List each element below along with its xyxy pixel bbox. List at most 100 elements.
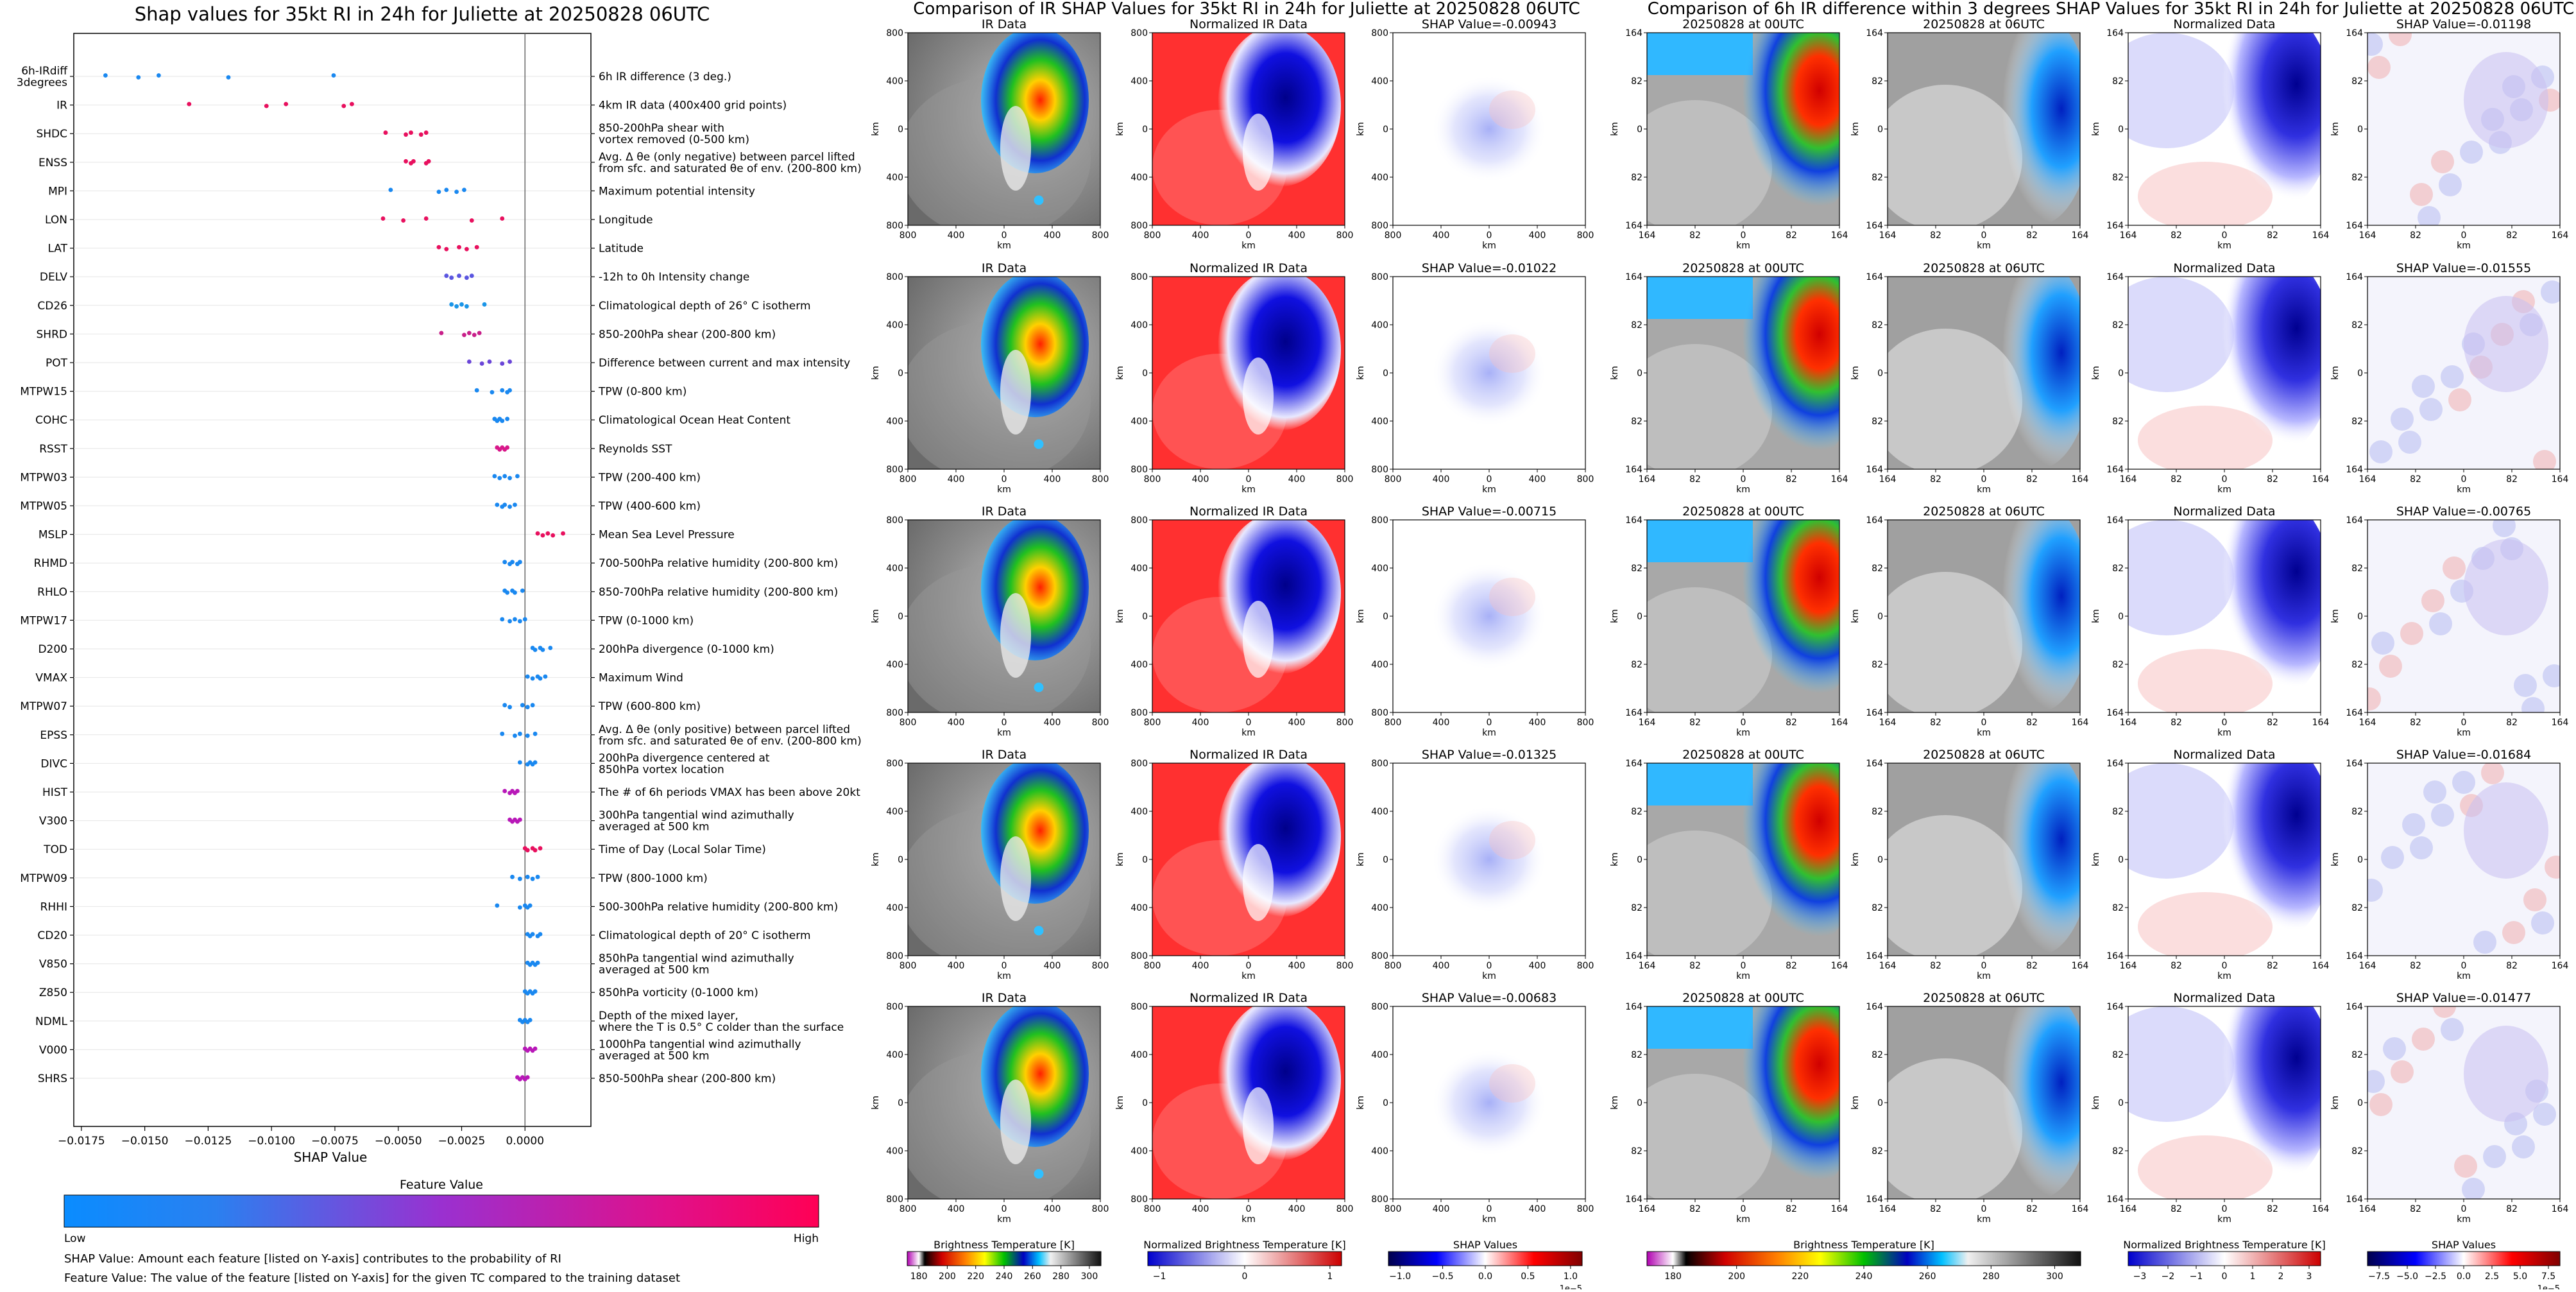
panel-ylabel: km — [1115, 122, 1125, 136]
shap-point — [423, 216, 429, 221]
panel-y-tick-label: 400 — [886, 1146, 903, 1157]
dnorm-image — [2128, 763, 2321, 956]
panel-y-tick-label: 82 — [1631, 807, 1642, 817]
feature-description: TPW (600-800 km) — [598, 700, 701, 713]
panel-y-tick-label: 0 — [898, 368, 903, 379]
feature-name-label: RSST — [39, 443, 67, 456]
panel-y-tick-label: 82 — [2351, 807, 2363, 817]
panel-x-tick-label: 0 — [1981, 961, 1987, 971]
panel-y-tick-label: 82 — [2112, 76, 2124, 87]
colorbar-gradient — [2128, 1251, 2321, 1266]
panel-xlabel: km — [2217, 971, 2231, 981]
panel-y-tick-label: 800 — [886, 272, 903, 282]
feature-description: Latitude — [599, 243, 644, 255]
panel-x-tick-label: 800 — [1336, 230, 1354, 241]
d6-image — [1888, 277, 2080, 469]
shap-point — [500, 617, 505, 622]
panel-x-tick-label: 0 — [1002, 230, 1007, 241]
colorbar-tick-label: 300 — [2046, 1271, 2063, 1282]
panel-x-tick-label: 400 — [1044, 230, 1061, 241]
d0-image — [1647, 277, 1839, 469]
colorbar-gradient — [2367, 1251, 2561, 1266]
feature-description: 850-200hPa shear (200-800 km) — [599, 328, 776, 341]
feature-value-label: Feature Value — [400, 1178, 483, 1192]
colorbar-tick-label: 220 — [1791, 1271, 1809, 1282]
panel-title: SHAP Value=-0.01555 — [2396, 261, 2531, 275]
panel-y-tick-label: 800 — [1371, 515, 1388, 526]
panel-y-tick-label: 164 — [1866, 1194, 1883, 1205]
ir-shap-section: Comparison of IR SHAP Values for 35kt RI… — [871, 0, 1594, 1292]
panel-y-tick-label: 82 — [1631, 1146, 1642, 1157]
shap-point — [508, 476, 512, 481]
panel-x-tick-label: 82 — [2171, 961, 2182, 971]
shap-point — [545, 531, 550, 536]
summary-title: Shap values for 35kt RI in 24h for Julie… — [135, 3, 710, 25]
panel-title: 20250828 at 06UTC — [1923, 504, 2045, 519]
panel-x-tick-label: 164 — [2312, 230, 2330, 241]
panel-x-tick-label: 164 — [1639, 1204, 1656, 1214]
colorbar-tick-label: 0.5 — [1521, 1271, 1535, 1282]
feature-name-label: RHMD — [34, 557, 67, 570]
panel-y-tick-label: 164 — [1625, 759, 1642, 769]
panel-ylabel: km — [2330, 609, 2341, 623]
panel-y-tick-label: 400 — [1371, 660, 1388, 670]
panel-x-tick-label: 400 — [948, 1204, 965, 1214]
shap-point — [533, 648, 538, 652]
panel-x-tick-label: 400 — [1529, 718, 1546, 728]
panel-xlabel: km — [2217, 728, 2231, 738]
shap-point — [517, 760, 522, 765]
panel-xlabel: km — [1241, 728, 1256, 738]
shap-point — [505, 590, 510, 595]
panel-title: Normalized Data — [2173, 748, 2275, 762]
shap-image — [1393, 520, 1585, 712]
panel-x-tick-label: 0 — [1741, 474, 1746, 485]
panel-title: SHAP Value=-0.01198 — [2396, 17, 2531, 31]
feature-name-label: MTPW05 — [20, 500, 67, 513]
shap-point — [525, 674, 530, 679]
panel-y-tick-label: 82 — [2112, 903, 2124, 913]
feature-description: 6h IR difference (3 deg.) — [599, 71, 731, 83]
panel-y-tick-label: 164 — [1866, 221, 1883, 231]
panel-y-tick-label: 164 — [1866, 272, 1883, 282]
feature-description: TPW (0-1000 km) — [598, 614, 694, 627]
panel-x-tick-label: 400 — [1288, 1204, 1306, 1214]
panel-ylabel: km — [1850, 1096, 1861, 1110]
panel-xlabel: km — [1482, 485, 1496, 495]
panel-x-tick-label: 800 — [1577, 961, 1594, 971]
shap-point — [284, 101, 289, 107]
panel-y-tick-label: 82 — [2351, 1050, 2363, 1060]
panel-x-tick-label: 0 — [2222, 474, 2228, 485]
colorbar-label: SHAP Values — [2432, 1239, 2496, 1251]
panel-xlabel: km — [997, 971, 1011, 981]
panel-x-tick-label: 0 — [1487, 718, 1492, 728]
feature-description: Reynolds SST — [599, 443, 672, 456]
panel-ylabel: km — [1610, 852, 1620, 866]
panel-x-tick-label: 400 — [1044, 961, 1061, 971]
panel-x-tick-label: 0 — [2222, 230, 2228, 241]
shap-point — [436, 189, 441, 194]
panel-y-tick-label: 400 — [886, 417, 903, 427]
panel-y-tick-label: 164 — [1866, 951, 1883, 961]
panel-y-tick-label: 0 — [2118, 368, 2124, 379]
colorbar-tick-label: 180 — [1664, 1271, 1682, 1282]
panel-xlabel: km — [2457, 485, 2471, 495]
panel-y-tick-label: 82 — [2112, 1050, 2124, 1060]
panel-x-tick-label: 800 — [1144, 718, 1161, 728]
feature-name-label: EPSS — [40, 729, 67, 742]
feature-name-label: SHRD — [37, 328, 67, 341]
panel-x-tick-label: 164 — [1639, 961, 1656, 971]
shap-point — [517, 905, 522, 910]
panel-y-tick-label: 164 — [2346, 951, 2363, 961]
panel-x-tick-label: 800 — [900, 1204, 917, 1214]
shap-point — [508, 705, 512, 710]
shap-point — [449, 275, 454, 280]
panel-title: IR Data — [982, 17, 1027, 31]
colorbar-gradient — [1147, 1251, 1342, 1266]
colorbar-tick-label: 280 — [1052, 1271, 1070, 1282]
